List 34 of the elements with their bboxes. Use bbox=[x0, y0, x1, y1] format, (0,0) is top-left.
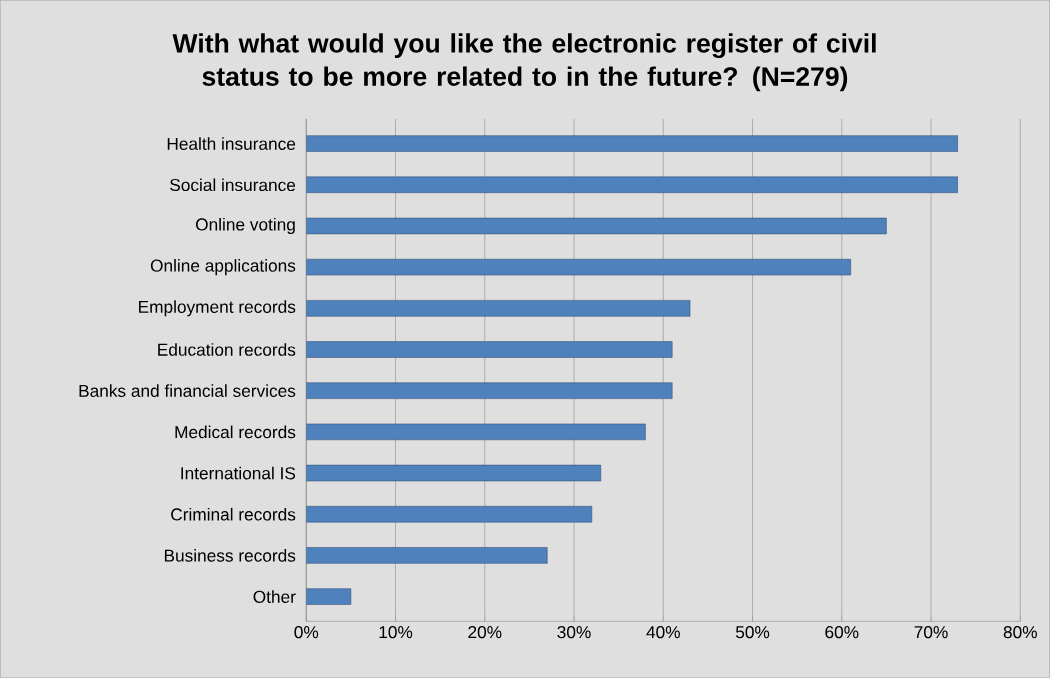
y-tick-label: Medical records bbox=[175, 425, 296, 439]
bar bbox=[306, 588, 352, 605]
bar bbox=[306, 505, 593, 523]
x-tick-label: 20% bbox=[468, 625, 502, 639]
bar bbox=[306, 547, 548, 564]
y-tick-label: Criminal records bbox=[171, 507, 296, 521]
y-tick-label: Health insurance bbox=[167, 137, 296, 150]
y-tick-label: Social insurance bbox=[170, 178, 296, 191]
bar bbox=[306, 217, 887, 235]
y-tick-label: International IS bbox=[181, 466, 296, 480]
chart-title: With what would you like the electronic register of civil status to be more related to in the future? (N=279) bbox=[172, 33, 876, 92]
bar bbox=[306, 299, 691, 317]
y-tick-label: Online applications bbox=[150, 258, 296, 276]
bar bbox=[306, 176, 959, 193]
x-tick-label: 10% bbox=[379, 625, 413, 639]
x-tick-label: 30% bbox=[557, 625, 591, 639]
x-tick-label: 70% bbox=[914, 625, 948, 639]
x-tick-label: 60% bbox=[825, 625, 859, 639]
x-tick-label: 50% bbox=[735, 625, 770, 639]
y-tick-label: Business records bbox=[164, 548, 296, 562]
y-tick-label: Banks and financial services bbox=[79, 384, 296, 397]
bar bbox=[306, 258, 851, 276]
bar bbox=[306, 464, 602, 482]
y-tick-label: Online voting bbox=[195, 217, 295, 234]
bar bbox=[306, 382, 673, 399]
x-tick-label: 40% bbox=[646, 625, 680, 639]
x-tick-label: 0% bbox=[294, 625, 319, 639]
bar bbox=[306, 341, 673, 358]
y-tick-label: Employment records bbox=[139, 300, 296, 317]
bar bbox=[306, 135, 959, 152]
y-tick-label: Other bbox=[253, 590, 296, 603]
y-tick-label: Education records bbox=[158, 343, 296, 356]
x-tick-label: 80% bbox=[1003, 625, 1037, 639]
bar bbox=[306, 423, 646, 440]
